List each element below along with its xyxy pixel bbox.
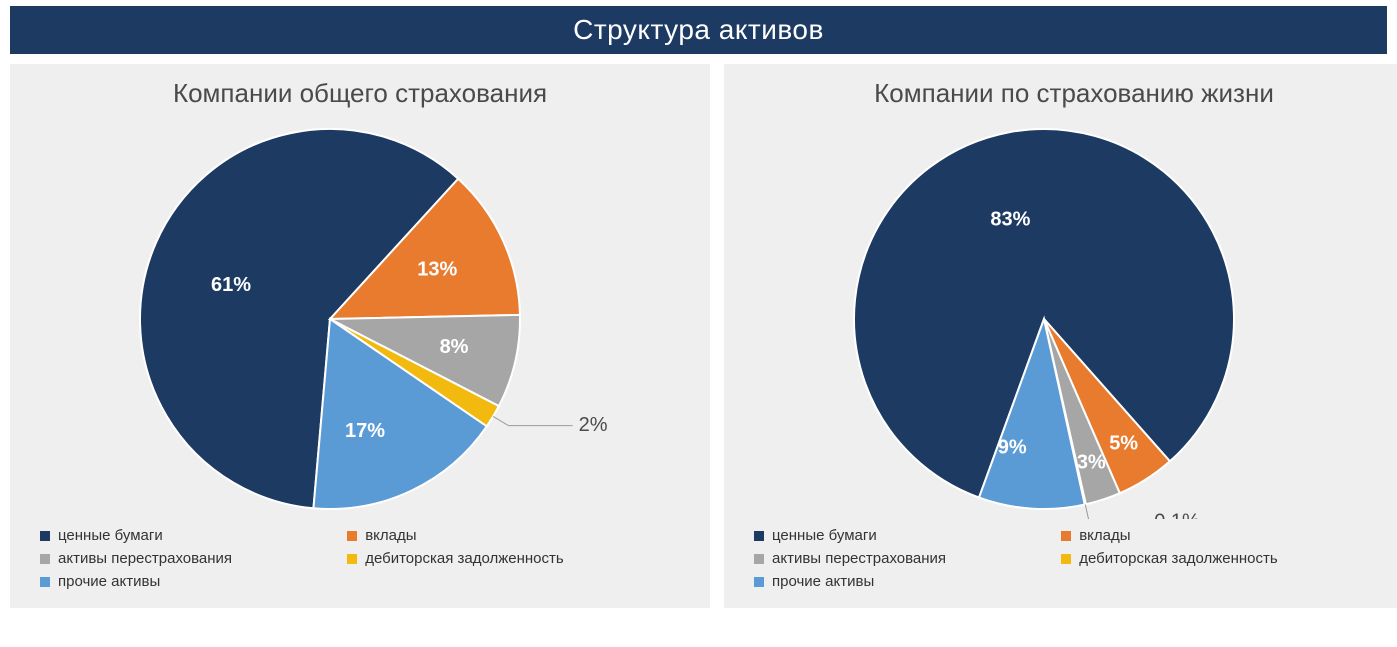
legend-swatch — [754, 577, 764, 587]
legend-item: вклады — [347, 527, 654, 544]
slice-label-other: 17% — [345, 420, 385, 442]
chart-title-general: Компании общего страхования — [40, 78, 680, 109]
legend-label: активы перестрахования — [772, 550, 946, 567]
legend-item: дебиторская задолженность — [1061, 550, 1368, 567]
legend-item: вклады — [1061, 527, 1368, 544]
legend-label: дебиторская задолженность — [365, 550, 564, 567]
slice-label-securities: 61% — [211, 274, 251, 296]
slice-label-deposits: 5% — [1109, 432, 1138, 454]
legend-item: активы перестрахования — [40, 550, 347, 567]
legend-label: ценные бумаги — [58, 527, 163, 544]
legend-swatch — [347, 554, 357, 564]
legend-general: ценные бумаги вклады активы перестраховани… — [40, 527, 680, 590]
legend-item: ценные бумаги — [40, 527, 347, 544]
legend-life: ценные бумаги вклады активы перестраховани… — [754, 527, 1394, 590]
chart-title-life: Компании по страхованию жизни — [754, 78, 1394, 109]
pie-chart-life: 83% 5%3% 0,1% 9% — [754, 119, 1394, 519]
legend-label: активы перестрахования — [58, 550, 232, 567]
legend-item: дебиторская задолженность — [347, 550, 654, 567]
slice-label-reinsurance: 3% — [1077, 452, 1106, 474]
slice-label-other: 9% — [998, 436, 1027, 458]
slice-label-receivables: 0,1% — [1154, 510, 1200, 519]
legend-label: прочие активы — [58, 573, 160, 590]
legend-swatch — [40, 554, 50, 564]
callout-line-receivables — [1085, 504, 1148, 519]
slice-label-receivables: 2% — [579, 414, 608, 436]
legend-swatch — [754, 531, 764, 541]
pie-general-wrap: 61% 13% 8% 2% 17% — [40, 119, 680, 519]
legend-item: прочие активы — [40, 573, 347, 590]
legend-item: ценные бумаги — [754, 527, 1061, 544]
pie-life-wrap: 83% 5%3% 0,1% 9% — [754, 119, 1394, 519]
legend-swatch — [347, 531, 357, 541]
slice-label-reinsurance: 8% — [440, 336, 469, 358]
chart-panel-life: Компании по страхованию жизни 83% 5%3% 0,1… — [724, 64, 1397, 608]
legend-item: активы перестрахования — [754, 550, 1061, 567]
legend-label: вклады — [1079, 527, 1130, 544]
legend-item: прочие активы — [754, 573, 1061, 590]
slice-label-deposits: 13% — [417, 259, 457, 281]
charts-row: Компании общего страхования 61% 13% 8% 2% 17… — [10, 64, 1387, 608]
legend-label: прочие активы — [772, 573, 874, 590]
slice-label-securities: 83% — [990, 208, 1030, 230]
legend-label: ценные бумаги — [772, 527, 877, 544]
pie-chart-general: 61% 13% 8% 2% 17% — [40, 119, 680, 519]
legend-swatch — [754, 554, 764, 564]
legend-swatch — [40, 531, 50, 541]
legend-label: дебиторская задолженность — [1079, 550, 1278, 567]
legend-swatch — [1061, 554, 1071, 564]
page-title-bar: Структура активов — [10, 6, 1387, 54]
legend-swatch — [40, 577, 50, 587]
chart-panel-general: Компании общего страхования 61% 13% 8% 2% 17… — [10, 64, 710, 608]
legend-swatch — [1061, 531, 1071, 541]
callout-line-receivables — [493, 416, 572, 425]
legend-label: вклады — [365, 527, 416, 544]
